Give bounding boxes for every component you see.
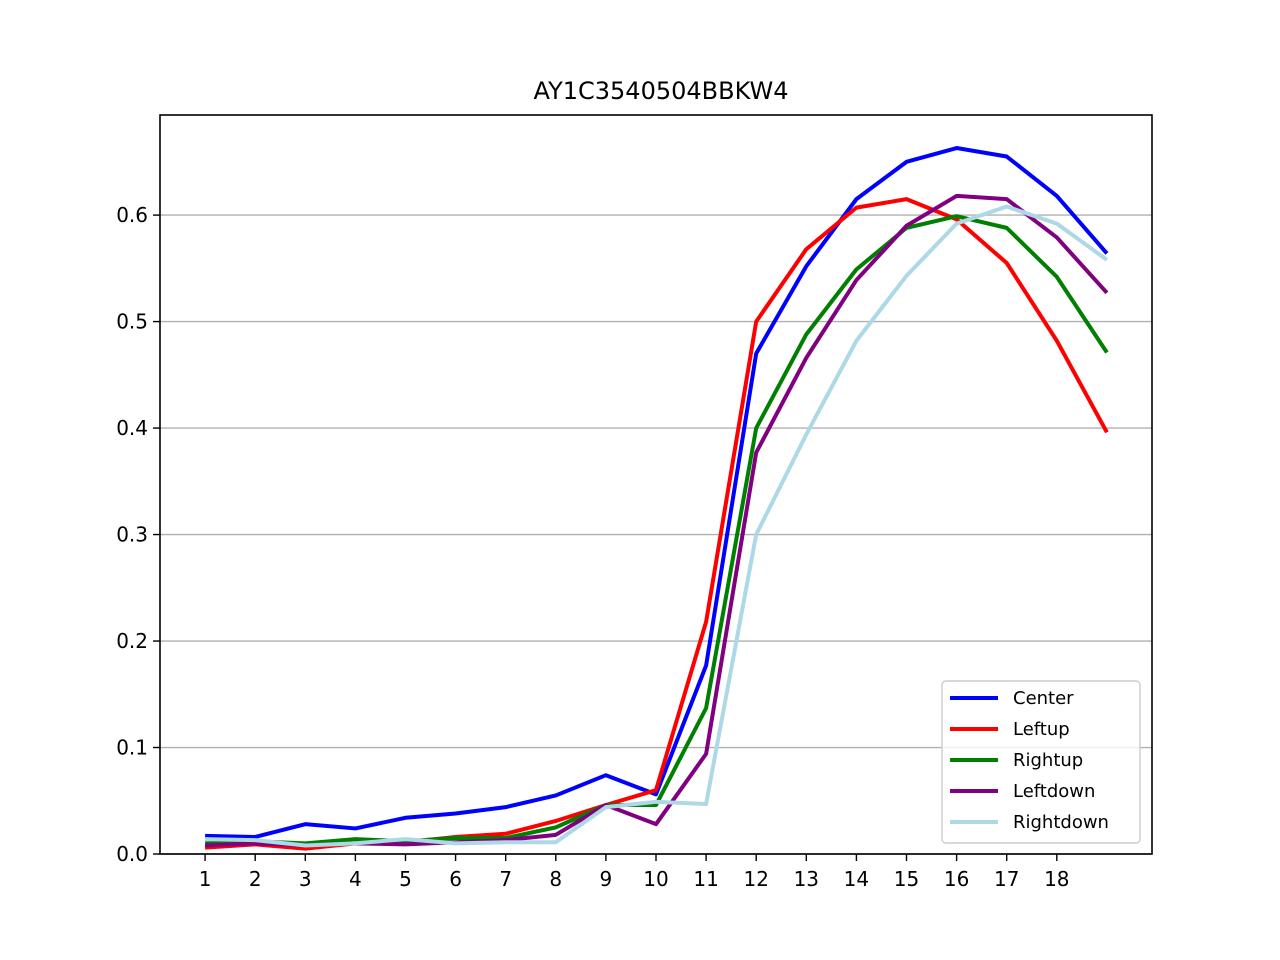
y-tick-label-2: 0.2 [116,629,148,653]
x-tick-label-14: 15 [894,867,919,891]
y-tick-label-5: 0.5 [116,310,148,334]
y-tick-label-4: 0.4 [116,416,148,440]
x-tick-label-7: 8 [549,867,562,891]
chart-title: AY1C3540504BBKW4 [534,77,789,105]
x-tick-label-9: 10 [643,867,668,891]
y-tick-label-1: 0.1 [116,736,148,760]
x-tick-label-3: 4 [349,867,362,891]
legend-label-rightup: Rightup [1013,750,1083,771]
y-axis: 0.0 0.1 0.2 0.3 0.4 0.5 0.6 [116,203,160,866]
x-axis: 1 2 3 4 5 6 7 8 9 10 11 12 13 14 15 16 17 18 [199,854,1070,891]
legend: Center Leftup Rightup Leftdown Rightdown [941,680,1141,844]
x-tick-label-4: 5 [399,867,412,891]
x-tick-label-6: 7 [499,867,512,891]
x-tick-label-1: 2 [249,867,262,891]
x-tick-label-13: 14 [844,867,869,891]
legend-box [941,680,1141,844]
x-tick-label-8: 9 [600,867,613,891]
x-tick-label-17: 18 [1044,867,1069,891]
x-tick-label-15: 16 [944,867,969,891]
series-layer [204,146,1109,851]
legend-label-rightdown: Rightdown [1013,812,1109,833]
x-tick-label-10: 11 [693,867,718,891]
x-tick-label-12: 13 [794,867,819,891]
series-line-rightup [205,214,1109,846]
x-tick-label-5: 6 [449,867,462,891]
x-tick-label-11: 12 [743,867,768,891]
x-tick-label-2: 3 [299,867,312,891]
y-tick-label-6: 0.6 [116,203,148,227]
y-tick-label-3: 0.3 [116,523,148,547]
x-tick-label-16: 17 [994,867,1019,891]
legend-label-leftdown: Leftdown [1013,781,1095,802]
x-tick-label-0: 1 [199,867,212,891]
legend-label-leftup: Leftup [1013,719,1070,740]
series-line-rightdown [205,204,1109,848]
series-line-center [205,146,1109,839]
legend-label-center: Center [1013,688,1074,709]
y-tick-label-0: 0.0 [116,842,148,866]
